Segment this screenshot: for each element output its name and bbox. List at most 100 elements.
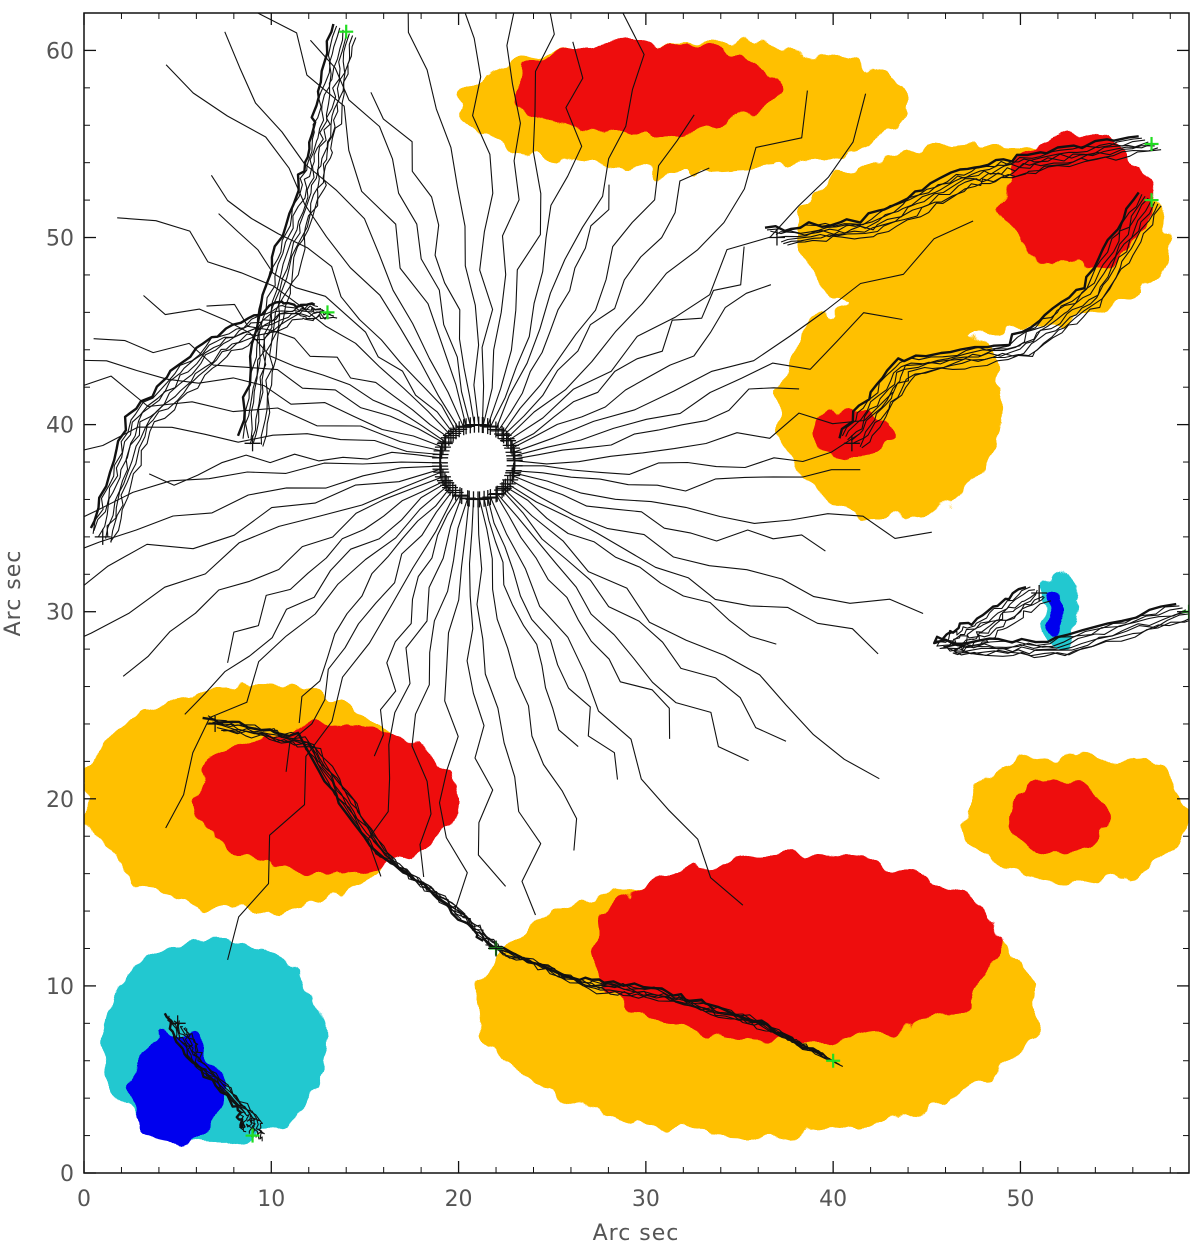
radial-trajectory-57 (505, 486, 777, 645)
radial-trajectory-0 (514, 391, 894, 465)
radial-trajectory-42 (227, 492, 457, 961)
radial-trajectory-24 (117, 217, 452, 436)
radial-start-marker-4 (504, 440, 521, 457)
magnetic-regions (84, 41, 1189, 1145)
radial-trajectory-45 (411, 498, 469, 878)
y-axis: 0 10 20 30 40 50 60 (46, 12, 1189, 1187)
radial-start-marker-43 (452, 487, 468, 504)
radial-trajectory-44 (367, 495, 463, 877)
track-end-marker-6 (245, 1128, 260, 1143)
trajectory-upper-left-0-5 (106, 310, 331, 537)
trajectory-right-middle-7-6 (953, 596, 1189, 657)
radial-trajectory-21 (165, 64, 460, 430)
radial-trajectory-55 (501, 489, 787, 742)
radial-trajectory-56 (503, 488, 880, 780)
y-axis-title: Arc sec (1, 550, 26, 637)
track-start-marker-4 (207, 715, 224, 732)
track-start-marker-1 (244, 435, 261, 452)
trajectory-upper-right-3-4 (850, 199, 1152, 442)
track-end-marker-5 (826, 1053, 841, 1068)
radial-start-marker-9 (494, 426, 511, 442)
radial-start-marker-34 (432, 461, 449, 478)
trajectory-upper-left-1-4 (249, 31, 347, 445)
trajectory-lower-left-6-5 (179, 1026, 259, 1138)
region-strong-negative-15 (1044, 588, 1064, 636)
trajectory-upper-right-2-6 (783, 147, 1159, 245)
trajectory-right-middle-7-2 (936, 589, 1183, 649)
radial-trajectory-49 (478, 499, 578, 851)
radial-trajectory-23 (218, 213, 454, 434)
radial-trajectory-53 (495, 494, 671, 739)
radial-trajectory-40 (298, 487, 451, 724)
radial-trajectory-62 (513, 469, 861, 492)
radial-start-marker-36 (434, 468, 451, 485)
trajectory-right-middle-7-3 (939, 592, 1187, 650)
trajectory-upper-right-3-5 (853, 201, 1156, 444)
y-tick-label-0: 0 (60, 1162, 74, 1187)
radial-trajectory-10 (497, 184, 610, 432)
trajectory-upper-left-1-6 (260, 35, 354, 445)
x-tick-label-40: 40 (819, 1187, 847, 1212)
trajectory-upper-right-2-0 (764, 135, 1139, 233)
y-tick-label-50: 50 (46, 227, 74, 252)
radial-trajectory-3 (513, 220, 974, 453)
radial-trajectory-20 (224, 31, 465, 428)
radial-start-marker-23 (445, 425, 462, 442)
radial-trajectory-38 (184, 482, 447, 715)
radial-start-marker-27 (436, 435, 453, 452)
radial-trajectory-28 (84, 359, 444, 448)
radial-start-marker-63 (506, 457, 523, 474)
trajectory-lower-left-6-2 (171, 1020, 250, 1133)
trajectory-upper-left-0-4 (105, 309, 328, 539)
trajectory-right-middle-7-7 (952, 600, 1189, 659)
trajectory-right-middle-7-0 (933, 586, 1177, 645)
trajectory-upper-right-2-3 (775, 141, 1149, 236)
radial-trajectory-5 (510, 246, 745, 446)
trajectory-upper-left-1-7 (262, 37, 357, 447)
radial-trajectory-52 (489, 496, 744, 906)
y-tick-label-60: 60 (46, 39, 74, 64)
radial-trajectory-19 (256, 13, 467, 427)
track-end-marker-2 (1144, 136, 1159, 151)
radial-trajectory-60 (511, 474, 826, 552)
radial-trajectory-46 (438, 498, 470, 907)
trajectory-upper-right-3-3 (847, 197, 1149, 441)
track-start-marker-7 (1031, 585, 1048, 601)
y-tick-label-30: 30 (46, 601, 74, 626)
radial-trajectory-39 (165, 484, 449, 829)
trajectory-upper-left-0-1 (92, 303, 319, 534)
region-strong-positive-7 (196, 723, 459, 874)
region-strong-positive-11 (1011, 780, 1105, 855)
radial-trajectory-26 (143, 295, 446, 443)
region-strong-positive-5 (814, 405, 890, 463)
radial-trajectory-30 (84, 426, 441, 456)
x-tick-label-20: 20 (445, 1187, 473, 1212)
radial-trajectory-7 (506, 90, 808, 440)
trajectory-lower-center-5-7 (504, 955, 844, 1067)
radial-trajectory-12 (489, 41, 584, 428)
radial-trajectory-32 (84, 461, 440, 518)
radial-start-marker-51 (479, 490, 496, 506)
radial-start-marker-10 (490, 422, 507, 439)
x-tick-label-10: 10 (257, 1187, 285, 1212)
trajectory-upper-right-3-7 (861, 205, 1162, 449)
radial-trajectory-54 (496, 493, 749, 762)
radial-trajectory-8 (503, 167, 710, 436)
x-tick-label-30: 30 (632, 1187, 660, 1212)
track-end-marker-0 (320, 305, 335, 320)
radial-trajectory-17 (370, 92, 475, 425)
radial-trajectory-35 (84, 471, 442, 638)
radial-trajectory-33 (84, 465, 441, 549)
trajectory-right-middle-7-4 (943, 589, 1189, 653)
track-end-marker-3 (1144, 193, 1159, 208)
y-tick-label-40: 40 (46, 414, 74, 439)
radial-trajectory-15 (464, 13, 494, 426)
radial-trajectory-61 (513, 472, 932, 539)
trajectory-upper-left-0-6 (110, 312, 335, 543)
trajectory-markers (94, 24, 1189, 1143)
plot-frame (83, 12, 1190, 1174)
radial-start-marker-56 (495, 480, 512, 497)
radial-start-marker-59 (502, 471, 519, 488)
radial-start-marker-29 (433, 442, 450, 459)
radial-trajectory-14 (482, 13, 521, 426)
